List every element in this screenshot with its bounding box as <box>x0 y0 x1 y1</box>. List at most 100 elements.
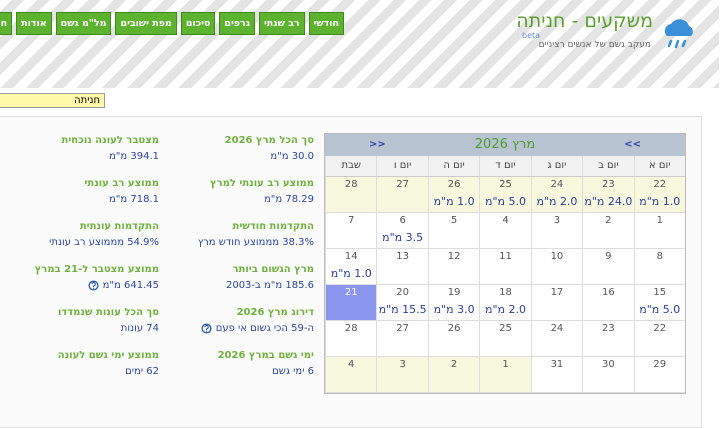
day-cell[interactable]: 2 <box>583 213 635 249</box>
stat-value: 30.0 מ"מ <box>271 151 315 162</box>
day-cell[interactable]: 3 <box>377 357 429 393</box>
day-cell[interactable]: 16 <box>583 285 635 321</box>
rain-amount: 3.5 מ"מ <box>383 231 425 244</box>
day-cell[interactable]: 20 15.5 מ"מ <box>377 285 429 321</box>
day-cell[interactable]: 24 2.0 מ"מ <box>531 177 584 213</box>
info-icon[interactable] <box>89 280 100 294</box>
day-cell[interactable]: 1 <box>480 357 532 393</box>
stat-block: ימי גשם במרץ 2026 6 ימי גשם <box>145 350 315 377</box>
stat-block: מצטבר לעונה נוכחית 394.1 מ"מ <box>0 135 160 162</box>
day-cell[interactable]: 26 1.0 מ"מ <box>428 177 481 213</box>
day-cell[interactable]: 30 <box>583 357 635 393</box>
day-cell[interactable]: 29 <box>634 357 686 393</box>
stat-block: התקדמות חודשית 38.3% מממוצע חודש מרץ <box>145 221 315 248</box>
day-number: 23 <box>603 323 616 334</box>
stat-label: התקדמות חודשית <box>233 221 315 232</box>
nav-button[interactable]: סיכום <box>181 12 217 35</box>
day-cell[interactable]: 25 <box>480 321 532 357</box>
location-select[interactable]: חניתה <box>0 93 106 108</box>
day-cell[interactable]: 27 <box>377 177 429 213</box>
stat-row: ה-59 הכי גשום אי פעם <box>145 323 315 337</box>
day-cell[interactable]: 15 5.0 מ"מ <box>634 285 686 321</box>
rain-amount: 3.0 מ"מ <box>434 303 476 316</box>
weekday: יום ג <box>531 156 584 177</box>
rain-amount: 15.5 מ"מ <box>379 303 428 316</box>
nav-button[interactable]: גרפים <box>220 12 256 35</box>
stat-block: ממוצע מצטבר ל-21 במרץ 641.45 מ"מ <box>0 264 160 294</box>
stat-row: 6 ימי גשם <box>145 366 315 377</box>
day-cell[interactable]: 19 3.0 מ"מ <box>428 285 481 321</box>
stat-row: 185.6 מ"מ ב-2003 <box>145 280 315 291</box>
day-cell[interactable]: 10 <box>531 249 584 285</box>
stat-block: ממוצע רב עונתי למרץ 78.29 מ"מ <box>145 178 315 205</box>
day-cell[interactable]: 8 <box>634 249 686 285</box>
day-number: 22 <box>654 179 668 190</box>
day-cell[interactable]: 17 <box>531 285 584 321</box>
day-number: 4 <box>349 359 356 370</box>
day-cell[interactable]: 13 <box>377 249 429 285</box>
nav-button[interactable]: אודות <box>17 12 53 35</box>
stat-label: מצטבר לעונה נוכחית <box>62 135 160 146</box>
day-cell[interactable]: 18 2.0 מ"מ <box>480 285 532 321</box>
day-cell[interactable]: 1 <box>634 213 686 249</box>
day-cell[interactable]: 28 <box>326 177 378 213</box>
nav-button[interactable]: רב שנתי <box>260 12 306 35</box>
stat-label: ממוצע רב עונתי <box>85 178 160 189</box>
day-cell[interactable]: 3 <box>531 213 584 249</box>
stat-row: 394.1 מ"מ <box>0 151 160 162</box>
day-cell[interactable]: 9 <box>583 249 635 285</box>
day-number: 2 <box>606 215 613 226</box>
day-cell[interactable]: 14 1.0 מ"מ <box>326 249 378 285</box>
day-number: 12 <box>448 251 462 262</box>
day-cell[interactable]: 4 <box>480 213 532 249</box>
day-cell[interactable]: 24 <box>531 321 584 357</box>
day-cell[interactable]: 21 <box>326 285 378 321</box>
day-number: 3 <box>400 359 407 370</box>
nav-button[interactable]: מל"מ גשם <box>56 12 113 35</box>
rain-amount: 5.0 מ"מ <box>640 303 682 316</box>
nav-arrow[interactable]: >> <box>625 139 642 150</box>
logo-icon <box>665 19 694 49</box>
day-number: 26 <box>448 179 462 190</box>
day-cell[interactable]: 4 <box>326 357 378 393</box>
day-cell[interactable]: 11 <box>480 249 532 285</box>
stat-block: סך הכל מרץ 2026 30.0 מ"מ <box>145 135 315 162</box>
day-cell[interactable]: 7 <box>326 213 378 249</box>
stat-row: 38.3% מממוצע חודש מרץ <box>145 237 315 248</box>
site-subtitle: מעקב גשם של אנשים רציניים <box>539 40 652 50</box>
day-number: 31 <box>551 359 565 370</box>
day-number: 19 <box>448 287 462 298</box>
stat-row: 62 ימים <box>0 366 160 377</box>
nav-button[interactable]: חניתה <box>0 12 14 35</box>
rain-amount: 1.0 מ"מ <box>331 267 373 280</box>
day-number: 27 <box>397 179 411 190</box>
day-cell[interactable]: 22 1.0 מ"מ <box>634 177 686 213</box>
day-cell[interactable]: 22 <box>634 321 686 357</box>
stat-label: מרץ הגשום ביותר <box>233 264 315 275</box>
day-number: 9 <box>606 251 613 262</box>
day-cell[interactable]: 23 <box>583 321 635 357</box>
day-cell[interactable]: 2 <box>428 357 481 393</box>
day-cell[interactable]: 26 <box>428 321 481 357</box>
nav-button[interactable]: מפת ישובים <box>116 12 178 35</box>
stat-block: סך הכל עונות שנמדדו 74 עונות <box>0 307 160 334</box>
day-number: 24 <box>551 179 565 190</box>
nav-button[interactable]: חודשי <box>309 12 345 35</box>
day-cell[interactable]: 31 <box>531 357 584 393</box>
day-cell[interactable]: 12 <box>428 249 481 285</box>
info-icon[interactable] <box>202 323 213 337</box>
stat-row: 78.29 מ"מ <box>145 194 315 205</box>
day-number: 14 <box>345 251 359 262</box>
rain-amount: 24.0 מ"מ <box>585 195 634 208</box>
day-cell[interactable]: 27 <box>377 321 429 357</box>
stat-row: 54.9% מממוצע רב עונתי <box>0 237 160 248</box>
day-cell[interactable]: 23 24.0 מ"מ <box>583 177 635 213</box>
calendar: << מרץ 2026 >> יום א יום ב יום ג יום ד יום ה… <box>325 133 687 394</box>
rain-amount: 2.0 מ"מ <box>537 195 579 208</box>
day-cell[interactable]: 5 <box>428 213 481 249</box>
calendar-header: << מרץ 2026 >> <box>326 134 686 156</box>
day-cell[interactable]: 25 5.0 מ"מ <box>480 177 532 213</box>
day-cell[interactable]: 28 <box>326 321 378 357</box>
nav-arrow[interactable]: << <box>370 139 387 150</box>
day-cell[interactable]: 6 3.5 מ"מ <box>377 213 429 249</box>
